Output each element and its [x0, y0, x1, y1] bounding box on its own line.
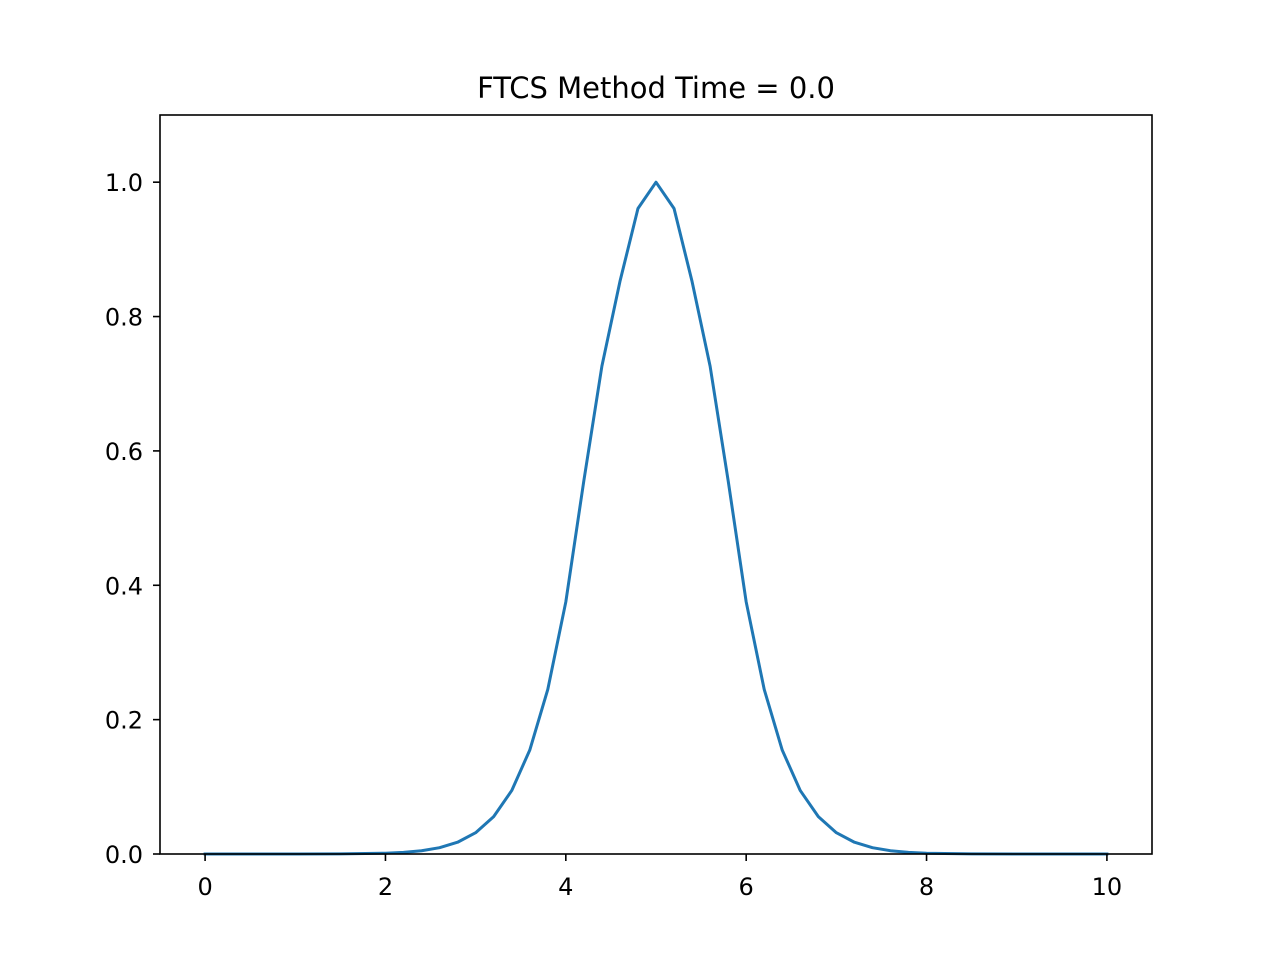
chart-title: FTCS Method Time = 0.0 — [477, 71, 835, 105]
y-tick-label: 0.6 — [105, 438, 143, 466]
y-tick-label: 0.8 — [105, 304, 143, 332]
x-tick-label: 8 — [919, 873, 934, 901]
series-line-0 — [203, 180, 1109, 856]
axes-frame — [159, 114, 1153, 855]
x-tick-label: 2 — [378, 873, 393, 901]
x-tick-label: 0 — [197, 873, 212, 901]
x-tick-label: 10 — [1092, 873, 1123, 901]
y-tick-label: 0.2 — [105, 707, 143, 735]
y-tick-label: 1.0 — [105, 169, 143, 197]
plot-area: 0 2 4 6 8 10 0.0 0.2 0.4 0.6 0.8 1.0 — [105, 114, 1153, 901]
y-tick-label: 0.0 — [105, 841, 143, 869]
x-tick-label: 6 — [739, 873, 754, 901]
y-tick-label: 0.4 — [105, 572, 143, 600]
x-tick-label: 4 — [558, 873, 573, 901]
